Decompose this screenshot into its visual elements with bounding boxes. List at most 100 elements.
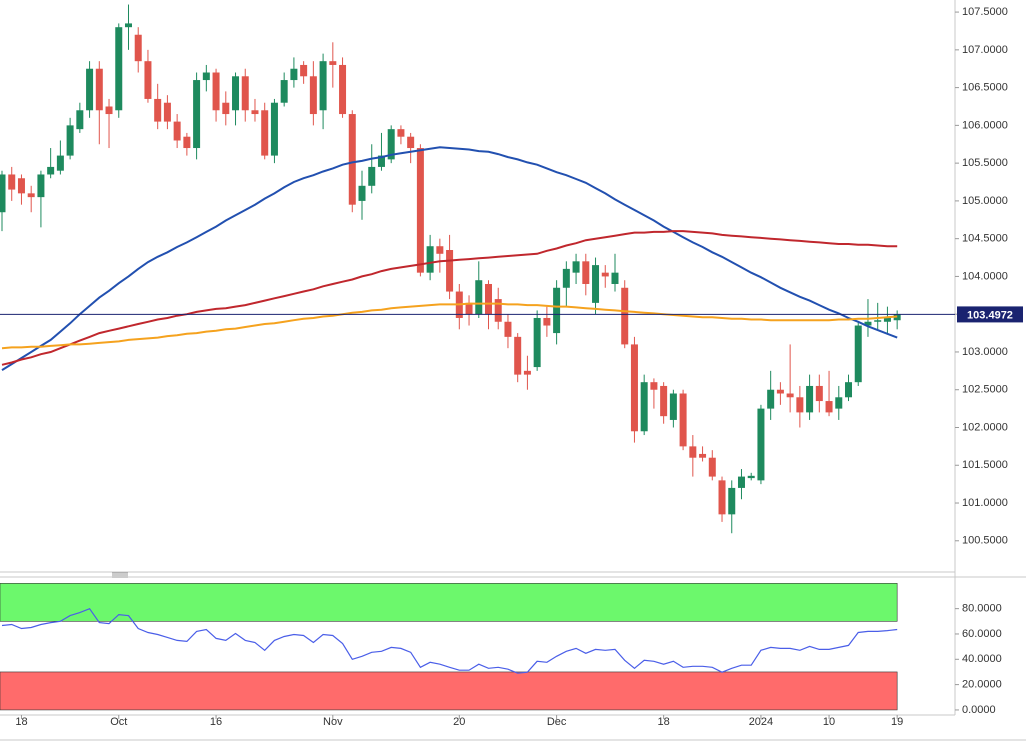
candle-body	[134, 34, 142, 62]
candle-body	[115, 27, 123, 111]
candle-body	[845, 382, 853, 398]
candle-body	[737, 476, 745, 488]
candle-body	[339, 64, 347, 115]
candle-body	[37, 174, 45, 198]
rsi-band	[0, 671, 898, 711]
candle-body	[572, 261, 580, 273]
candle-body	[815, 385, 823, 402]
resize-handle[interactable]	[112, 572, 128, 578]
candle-body	[601, 272, 609, 277]
candle-body	[533, 317, 541, 368]
candle-body	[193, 80, 201, 149]
candle-body	[309, 76, 317, 115]
moving-average-line	[1, 302, 898, 350]
candle-body	[582, 261, 590, 284]
candle-body	[796, 397, 804, 413]
candle-body	[232, 76, 240, 111]
rsi-bands	[0, 583, 898, 711]
candle-body	[874, 320, 882, 322]
y-tick-label: 104.0000	[962, 270, 1008, 282]
x-tick-label: 2024	[749, 716, 773, 728]
candle-body	[319, 61, 327, 111]
candle-body	[56, 155, 64, 171]
y-tick-label: 100.5000	[962, 535, 1008, 547]
candle-body	[124, 23, 132, 28]
x-tick-label: 18	[658, 716, 670, 728]
candle-body	[95, 68, 103, 111]
candle-body	[66, 125, 74, 156]
x-tick-label: 20	[453, 716, 465, 728]
candle-body	[523, 370, 531, 375]
candle-body	[883, 317, 891, 322]
candle-body	[708, 457, 716, 477]
x-tick-label: 19	[891, 716, 903, 728]
candle-body	[47, 166, 55, 175]
candle-body	[825, 401, 833, 413]
candle-body	[669, 393, 677, 420]
candle-body	[767, 389, 775, 409]
candle-body	[689, 446, 697, 458]
candle-body	[329, 61, 337, 65]
candle-body	[465, 302, 473, 315]
last-price-label: 103.4972	[967, 309, 1013, 321]
rsi-y-tick-label: 60.0000	[962, 628, 1002, 640]
candle-body	[446, 250, 454, 292]
y-tick-label: 105.0000	[962, 195, 1008, 207]
moving-average-line	[1, 230, 898, 366]
candle-body	[630, 344, 638, 432]
x-tick-label: Oct	[110, 716, 127, 728]
candle-body	[679, 393, 687, 447]
candle-body	[416, 148, 424, 273]
y-tick-label: 101.5000	[962, 459, 1008, 471]
x-tick-label: 10	[823, 716, 835, 728]
candle-body	[543, 317, 551, 326]
candle-body	[592, 265, 600, 303]
candle-body	[163, 102, 171, 122]
candle-body	[728, 487, 736, 515]
candle-body	[280, 80, 288, 103]
candle-body	[202, 72, 210, 81]
candle-body	[776, 389, 784, 394]
candle-body	[504, 321, 512, 337]
candle-body	[650, 382, 658, 390]
candles	[0, 4, 901, 534]
rsi-y-tick-label: 80.0000	[962, 603, 1002, 615]
candle-body	[183, 136, 191, 149]
rsi-y-tick-label: 20.0000	[962, 679, 1002, 691]
candle-body	[407, 136, 415, 149]
candle-body	[251, 110, 259, 115]
candle-body	[300, 64, 308, 77]
candle-body	[835, 397, 843, 409]
candle-body	[475, 280, 483, 315]
y-tick-label: 102.0000	[962, 421, 1008, 433]
candle-body	[377, 155, 385, 167]
x-tick-label: Nov	[323, 716, 343, 728]
y-tick-label: 105.5000	[962, 157, 1008, 169]
candle-body	[494, 299, 502, 322]
candle-body	[76, 110, 84, 130]
candle-body	[806, 385, 814, 413]
y-tick-label: 101.0000	[962, 497, 1008, 509]
rsi-y-tick-label: 0.0000	[962, 704, 996, 716]
rsi-line	[1, 607, 898, 674]
candle-body	[86, 68, 94, 111]
candle-body	[699, 453, 707, 458]
candle-body	[261, 110, 269, 156]
candle-body	[485, 283, 492, 315]
candle-body	[8, 174, 16, 190]
candle-body	[241, 76, 249, 111]
y-tick-label: 106.0000	[962, 119, 1008, 131]
candle-body	[387, 129, 395, 160]
candle-body	[0, 174, 6, 213]
candle-body	[864, 321, 872, 326]
candle-body	[660, 385, 668, 417]
rsi-band	[0, 583, 898, 622]
y-tick-label: 106.5000	[962, 82, 1008, 94]
y-tick-label: 104.5000	[962, 233, 1008, 245]
candle-body	[27, 193, 35, 198]
x-tick-label: 16	[210, 716, 222, 728]
candle-body	[222, 102, 230, 115]
candle-body	[621, 287, 629, 345]
